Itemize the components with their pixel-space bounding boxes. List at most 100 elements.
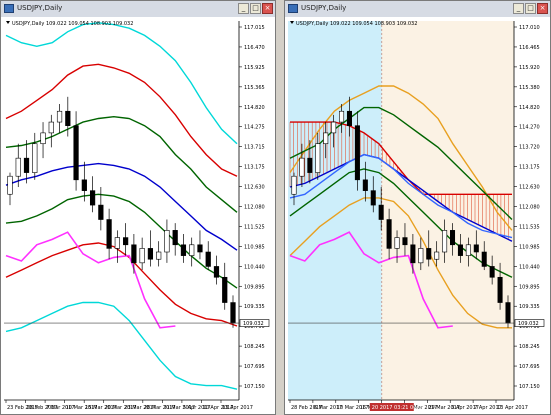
candle-body <box>449 230 456 246</box>
date-tick-label: 20 Mar 2017 <box>105 405 137 411</box>
candle-body <box>81 179 87 191</box>
date-tick-label: 3 Apr 2017 <box>451 405 479 411</box>
price-tick-label: 108.790 <box>244 324 265 330</box>
candle-body <box>222 276 228 303</box>
indicator-line <box>5 242 238 327</box>
candle-body <box>481 251 487 267</box>
candle-body <box>131 244 137 264</box>
candle-body <box>40 132 46 145</box>
candle-body <box>23 157 30 173</box>
price-tick-label: 115.920 <box>519 65 540 71</box>
price-tick-label: 115.380 <box>519 85 540 91</box>
price-tick-label: 110.985 <box>244 244 265 250</box>
indicator-line <box>5 301 238 390</box>
candle-body <box>32 143 38 173</box>
price-tick-label: 108.245 <box>519 344 540 350</box>
date-tick-label: 7 Apr 2017 <box>474 405 502 411</box>
candle-body <box>89 190 96 206</box>
crosshair-date-box <box>369 403 414 411</box>
candle-body <box>189 244 195 256</box>
price-tick-label: 107.695 <box>244 364 265 370</box>
candle-body <box>15 157 21 177</box>
candle-body <box>354 125 360 181</box>
minimize-button[interactable]: _ <box>238 3 249 14</box>
chart-window-right[interactable]: USDJPY,Daily _ □ × 117.010 116.465 115.920… <box>284 0 551 415</box>
date-tick-label: 5 Apr 2017 <box>183 405 211 411</box>
price-tick-label: 108.245 <box>244 344 265 350</box>
price-tick-label: 112.630 <box>519 185 540 191</box>
date-tick-label: 24 Mar 2017 <box>405 405 437 411</box>
candle-body <box>473 244 479 253</box>
price-tick-label: 115.925 <box>244 65 265 71</box>
candle-body <box>442 230 448 253</box>
indicator-line <box>5 231 176 329</box>
candle-body <box>386 219 392 249</box>
candle-body <box>299 157 305 177</box>
maximize-button[interactable]: □ <box>525 3 536 14</box>
price-tick-label: 114.270 <box>519 125 540 131</box>
candle-body <box>48 121 54 134</box>
candle-body <box>323 132 329 145</box>
price-tick-label: 113.175 <box>519 165 540 171</box>
maximize-button[interactable]: □ <box>250 3 261 14</box>
candle-body <box>489 266 495 278</box>
indicator-line <box>5 162 238 251</box>
candle-body <box>505 302 511 324</box>
candle-body <box>457 244 463 256</box>
chart-menu-triangle-icon <box>290 21 294 24</box>
price-tick-label: 111.525 <box>244 224 265 230</box>
candle-body <box>497 276 503 303</box>
candle-body <box>418 248 424 264</box>
price-tick-label: 113.175 <box>244 165 265 171</box>
candle-body <box>378 204 384 220</box>
date-tick-label: 13 Apr 2017 <box>497 405 528 411</box>
close-button[interactable]: × <box>262 3 273 14</box>
price-tick-label: 107.150 <box>244 384 265 390</box>
close-button[interactable]: × <box>537 3 548 14</box>
candle-body <box>73 125 79 181</box>
price-tick-label: 113.720 <box>519 145 540 151</box>
candle-body <box>315 143 321 173</box>
price-tick-label: 109.335 <box>244 304 265 310</box>
candle-body <box>426 248 432 260</box>
title-bar[interactable]: USDJPY,Daily _ □ × <box>285 1 550 18</box>
window-title: USDJPY,Daily <box>17 4 63 12</box>
indicator-line <box>289 197 512 329</box>
candle-body <box>156 251 162 260</box>
price-tick-label: 111.535 <box>519 224 540 230</box>
chart-menu-triangle-icon <box>6 21 10 24</box>
chart-info-text: USDJPY,Daily 109.022 109.054 108.903 109… <box>296 21 417 27</box>
candle-body <box>65 110 71 126</box>
candle-body <box>410 244 416 264</box>
candle-body <box>307 157 313 173</box>
candle-body <box>123 237 129 246</box>
candle-body <box>98 204 104 220</box>
price-tick-label: 109.335 <box>519 304 540 310</box>
price-tick-label: 113.715 <box>244 145 265 151</box>
date-tick-label: 10 Apr 2017 <box>202 405 233 411</box>
price-tick-label: 110.985 <box>519 244 540 250</box>
candle-body <box>197 244 203 253</box>
minimize-button[interactable]: _ <box>513 3 524 14</box>
candle-body <box>465 244 471 256</box>
candle-body <box>205 251 211 267</box>
price-tick-label: 108.790 <box>519 324 540 330</box>
price-tick-label: 110.440 <box>244 264 265 270</box>
title-bar[interactable]: USDJPY,Daily _ □ × <box>1 1 275 18</box>
current-price-label: 109.032 <box>518 321 539 327</box>
price-chart[interactable]: 117.015 116.470 115.925 115.365 114.820 114.2… <box>1 17 275 414</box>
price-tick-label: 116.470 <box>244 45 265 51</box>
candle-body <box>147 248 154 260</box>
price-tick-label: 107.695 <box>519 364 540 370</box>
candle-body <box>370 190 376 206</box>
chart-window-left[interactable]: USDJPY,Daily _ □ × 117.015 116.470 115.925… <box>0 0 276 415</box>
price-chart[interactable]: 117.010 116.465 115.920 115.380 114.820 114.2… <box>285 17 550 414</box>
price-tick-label: 114.820 <box>244 105 265 111</box>
candle-body <box>230 302 236 324</box>
chart-window-icon <box>288 4 298 13</box>
price-tick-label: 117.015 <box>244 25 265 31</box>
price-tick-label: 107.150 <box>519 384 540 390</box>
candle-body <box>339 110 345 123</box>
price-tick-label: 110.440 <box>519 264 540 270</box>
date-tick-label: 29 Mar 2017 <box>428 405 460 411</box>
